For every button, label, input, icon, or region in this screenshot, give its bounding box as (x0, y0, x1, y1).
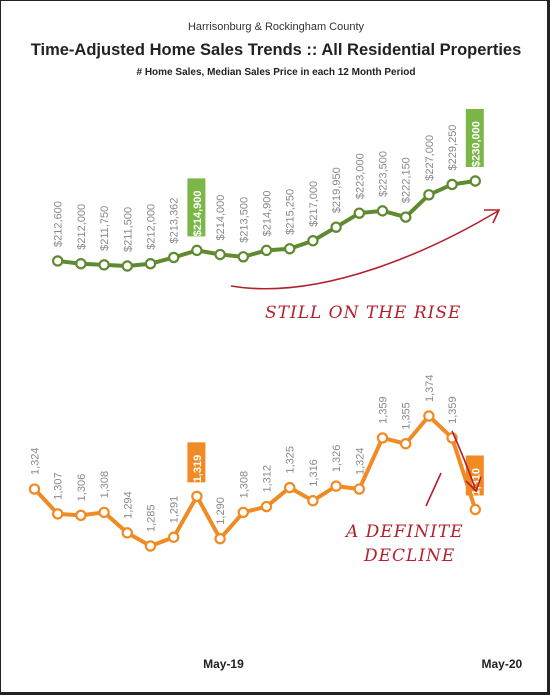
price-point (75, 258, 87, 270)
sales-point (52, 508, 64, 520)
chart-supertitle: Harrisonburg & Rockingham County (187, 21, 365, 33)
price-value-label: $219,950 (331, 167, 343, 213)
chart-title: Time-Adjusted Home Sales Trends :: All R… (30, 41, 522, 59)
chart-subtitle: # Home Sales, Median Sales Price in each… (136, 67, 416, 78)
sales-arrow (451, 430, 476, 489)
sales-point (237, 506, 249, 519)
price-point (469, 175, 481, 187)
sales-series: 1,324 1,307 1,306 1,308 1,294 1,285 1,291 1,319… (28, 374, 484, 552)
price-value-label: $214,900 (262, 190, 274, 236)
sales-value-label: 1,374 (424, 374, 436, 402)
sales-value-label: 1,355 (401, 402, 413, 430)
x-tick-label: May-20 (482, 657, 523, 671)
price-point (284, 243, 296, 255)
sales-point (423, 410, 435, 422)
price-value-label: $212,000 (76, 204, 88, 250)
price-annotation: STILL ON THE RISE (230, 209, 501, 323)
price-series: $212,600 $212,000 $211,750 $211,500 $212,000… (52, 109, 484, 272)
price-value-label: $223,000 (354, 153, 366, 199)
x-axis: May-19 May-20 (203, 657, 522, 671)
price-point (400, 211, 412, 223)
price-value-label: $214,000 (215, 195, 227, 241)
price-value-label: $223,500 (378, 151, 390, 197)
price-point (307, 235, 319, 247)
sales-note-underline (425, 472, 442, 507)
price-highlight-box (187, 178, 206, 237)
price-value-label: $213,362 (169, 198, 181, 244)
price-point (353, 207, 365, 219)
price-point (214, 248, 226, 261)
price-point (260, 244, 273, 257)
price-arrowhead (484, 209, 501, 224)
sales-value-label: 1,316 (308, 459, 320, 487)
price-point (330, 221, 342, 233)
price-point (144, 258, 157, 270)
sales-value-label: 1,306 (76, 474, 88, 502)
price-value-label: $227,000 (424, 135, 436, 181)
price-value-label: $217,000 (308, 181, 320, 227)
sales-point (75, 509, 87, 522)
sales-point (191, 490, 203, 503)
sales-point (121, 527, 134, 539)
sales-value-label: 1,291 (169, 496, 181, 524)
sales-point (400, 438, 412, 450)
sales-annotation: A DEFINITE DECLINE (344, 430, 482, 566)
sales-value-label: 1,312 (262, 465, 274, 493)
sales-note-line1: A DEFINITE (344, 522, 464, 542)
sales-point (28, 483, 41, 495)
price-point (52, 255, 64, 267)
price-value-label: $213,500 (238, 197, 250, 243)
sales-value-label: 1,324 (354, 448, 366, 476)
price-point (376, 205, 389, 217)
sales-point (353, 483, 365, 495)
price-point (446, 178, 458, 191)
price-value-label: $212,600 (53, 201, 65, 247)
sales-point (144, 540, 157, 552)
sales-note-line2: DECLINE (363, 546, 455, 566)
sales-point (284, 481, 296, 494)
sales-value-label: 1,308 (99, 471, 111, 499)
x-tick-label: May-19 (203, 657, 244, 671)
price-point (423, 189, 435, 201)
sales-highlight-box (187, 442, 206, 483)
sales-point (376, 432, 389, 444)
sales-value-label: 1,324 (30, 448, 42, 476)
sales-value-label: 1,359 (378, 396, 390, 424)
price-point (98, 259, 110, 271)
price-value-label: $229,250 (447, 125, 459, 171)
sales-point (307, 495, 319, 507)
price-value-label: $214,900 (192, 190, 204, 236)
sales-point (98, 506, 110, 519)
sales-value-label: 1,326 (331, 445, 343, 473)
sales-value-label: 1,285 (146, 504, 158, 532)
sales-point (167, 531, 180, 543)
sales-value-label: 1,308 (238, 471, 250, 499)
price-value-label: $230,000 (470, 121, 482, 167)
sales-point (260, 500, 273, 513)
price-point (237, 251, 249, 263)
sales-point (214, 532, 226, 545)
price-note: STILL ON THE RISE (265, 303, 461, 323)
sales-value-label: 1,325 (285, 446, 297, 474)
price-value-label: $211,750 (99, 206, 111, 251)
price-value-label: $212,000 (146, 204, 158, 250)
price-point (121, 260, 134, 272)
sales-arrowhead (465, 476, 482, 493)
price-point (167, 251, 180, 264)
sales-value-label: 1,359 (447, 396, 459, 424)
sales-value-label: 1,307 (53, 472, 65, 500)
price-arrow (230, 210, 499, 290)
sales-value-label: 1,319 (192, 455, 204, 483)
sales-value-label: 1,290 (215, 497, 227, 525)
sales-point (330, 480, 342, 492)
sales-point (469, 503, 481, 516)
sales-value-label: 1,294 (122, 491, 134, 519)
price-value-label: $222,150 (401, 157, 413, 203)
price-highlight-box (465, 109, 484, 167)
price-value-label: $215,250 (285, 189, 297, 235)
price-value-label: $211,500 (122, 207, 134, 252)
price-point (191, 244, 203, 257)
